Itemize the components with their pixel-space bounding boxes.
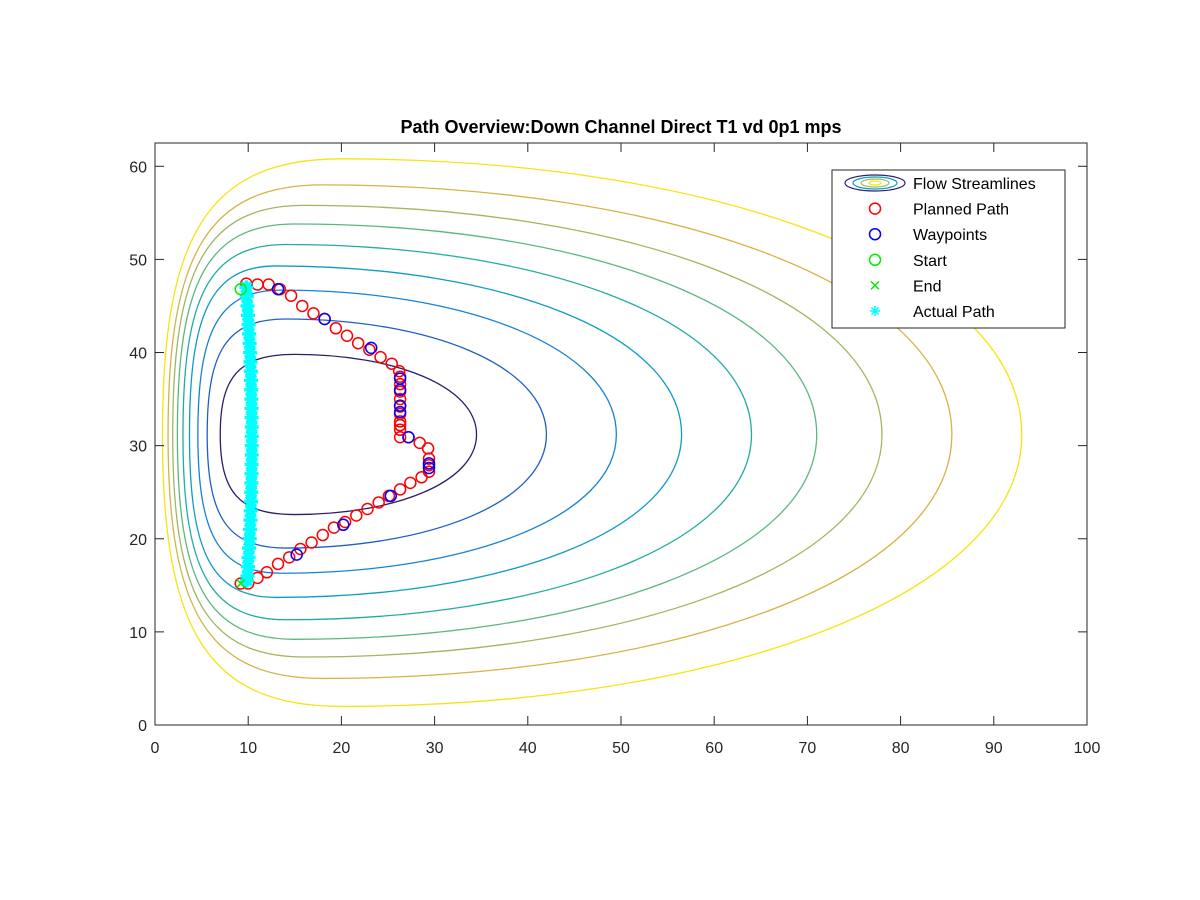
x-tick-label: 50 [612,740,630,757]
waypoint-point [364,341,378,355]
legend-label: Start [913,253,947,270]
marker-group [234,277,436,590]
legend-entry: End [870,278,941,295]
planned-path-point [350,509,363,522]
streamline-contour-7 [167,184,953,680]
planned-path-point [316,528,330,542]
y-tick-label: 60 [129,159,147,176]
streamline-contour-0 [219,353,478,516]
streamline-contour-4 [182,243,753,621]
streamline-contour-8 [161,158,1023,708]
start-point [234,282,247,296]
legend-entry: Actual Path [870,304,995,321]
x-tick-label: 70 [799,740,817,757]
streamline-contour-5 [176,223,818,640]
x-tick-label: 20 [333,740,351,757]
planned-path-point [385,357,398,370]
y-tick-label: 30 [129,439,147,456]
contour-group [161,158,1023,708]
planned-path-point [422,452,436,465]
planned-path-point [329,322,343,335]
streamline-contour-3 [188,265,683,599]
planned-path-point [363,343,376,356]
legend-label: Waypoints [913,227,987,244]
planned-path-point [393,431,407,444]
x-tick-label: 30 [426,740,444,757]
y-tick-label: 20 [129,532,147,549]
x-tick-label: 0 [151,740,160,757]
planned-path-point [260,566,274,579]
planned-path-point [393,377,407,391]
planned-path-point [372,496,385,509]
planned-path-point [392,364,406,378]
x-tick-label: 100 [1074,740,1101,757]
planned-path-point [351,336,365,350]
planned-path-point [374,350,387,364]
actual-path-point [244,485,259,500]
y-tick-label: 50 [129,252,147,269]
planned-path-point [404,476,417,490]
waypoint-point [393,383,407,397]
planned-path-point [393,483,407,496]
streamline-contour-1 [206,318,548,549]
waypoint-point [422,457,436,470]
y-tick-label: 0 [138,718,147,735]
chart-title: Path Overview:Down Channel Direct T1 vd … [400,117,841,137]
legend-entry: Planned Path [868,202,1009,219]
waypoint-point [271,282,285,296]
planned-path-point [271,557,285,571]
planned-path-point [415,471,428,484]
legend: Flow Streamlines Planned Path Waypoints Sta… [831,169,1066,329]
planned-path-point [361,502,374,516]
waypoint-point [318,312,331,326]
waypoint-point [402,431,415,444]
waypoint-point [393,399,407,412]
x-tick-label: 40 [519,740,537,757]
waypoint-point [337,518,350,532]
planned-path-point [296,299,309,313]
planned-path-point [393,423,407,437]
legend-label: Actual Path [913,304,995,321]
legend-box [831,169,1066,329]
planned-path-point [393,418,407,432]
planned-path-point [284,289,298,302]
x-tick-label: 80 [892,740,910,757]
legend-label: Flow Streamlines [913,176,1036,193]
planned-path-point [413,436,426,450]
x-tick-label: 10 [239,740,257,757]
tick-group: 0 10 20 30 40 50 60 70 80 90 100 0 10 20 30 40 50 60 [129,143,1100,757]
waypoint-point [384,489,398,503]
legend-entry: Waypoints [868,227,987,244]
planned-path-point [305,536,318,549]
waypoint-point [393,405,407,419]
x-tick-label: 60 [705,740,723,757]
x-tick-label: 90 [985,740,1003,757]
y-tick-label: 40 [129,346,147,363]
planned-path-point [307,307,320,320]
actual-path-point [242,531,257,546]
legend-entry: Flow Streamlines [844,174,1036,193]
streamline-contour-6 [172,204,883,658]
planned-path-point [282,551,296,564]
actual-path-point [239,573,254,588]
waypoint-point [422,461,436,475]
legend-label: Planned Path [913,202,1009,219]
y-tick-label: 10 [129,625,147,642]
planned-path-point [340,329,354,343]
waypoint-point [290,548,303,561]
planned-path-point [393,415,407,428]
end-point [236,578,246,588]
actual-path-point [244,382,259,397]
legend-label: End [913,278,941,295]
planned-path-point [393,392,407,406]
actual-path-point [244,447,259,462]
legend-entry: Start [868,253,947,270]
planned-path-point [327,521,341,534]
planned-path-point [338,515,352,529]
